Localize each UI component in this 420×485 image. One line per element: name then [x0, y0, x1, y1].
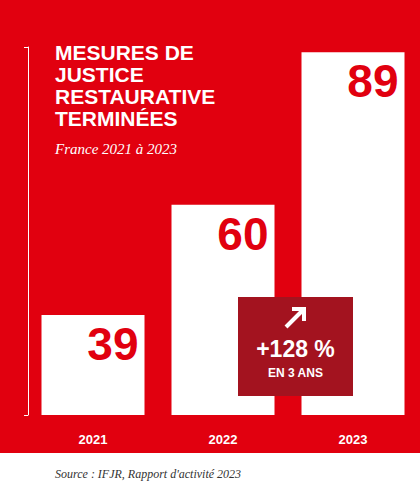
svg-text:EN 3 ANS: EN 3 ANS	[268, 366, 323, 380]
svg-text:MESURES DE: MESURES DE	[55, 41, 200, 64]
svg-text:TERMINÉES: TERMINÉES	[55, 107, 178, 130]
svg-text:39: 39	[87, 318, 138, 370]
svg-text:RESTAURATIVE: RESTAURATIVE	[55, 85, 221, 108]
svg-text:2022: 2022	[209, 432, 238, 447]
svg-text:60: 60	[217, 208, 268, 260]
svg-text:2021: 2021	[79, 432, 108, 447]
svg-text:France 2021 à 2023: France 2021 à 2023	[54, 141, 177, 157]
svg-text:2023: 2023	[339, 432, 368, 447]
svg-text:Source : IFJR, Rapport d'activ: Source : IFJR, Rapport d'activité 2023	[55, 467, 241, 481]
svg-text:JUSTICE: JUSTICE	[55, 63, 150, 86]
svg-text:+128 %: +128 %	[256, 336, 335, 362]
svg-text:89: 89	[347, 55, 398, 107]
